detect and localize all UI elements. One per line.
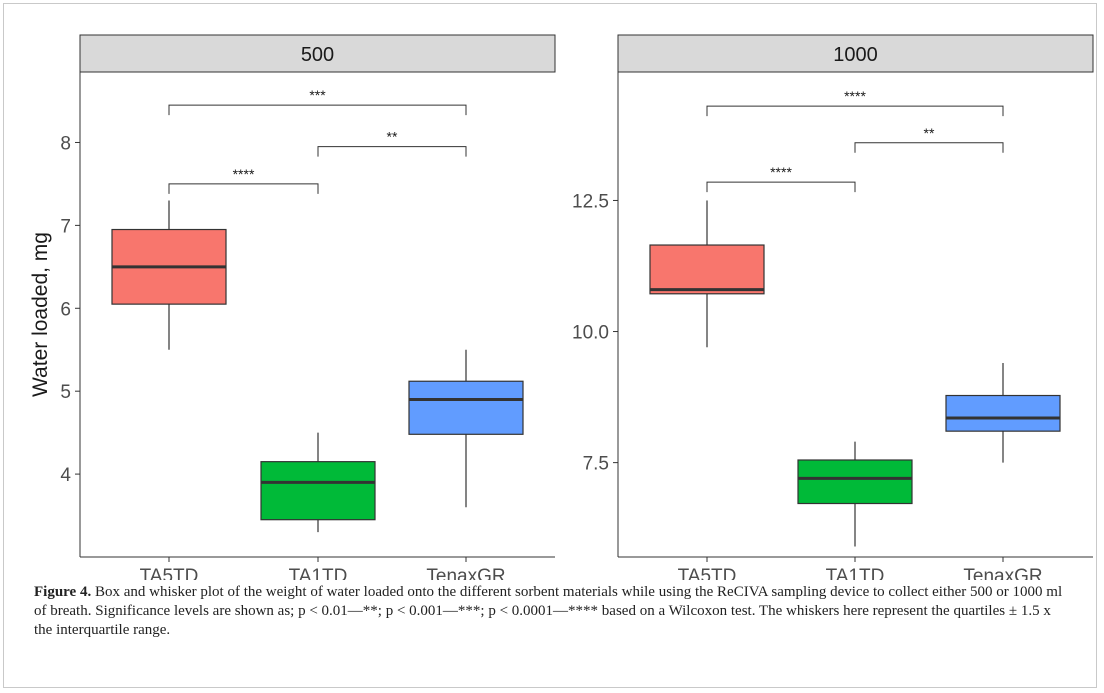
facet-strip-1 bbox=[617, 34, 1094, 73]
y-axis-title: Water loaded, mg bbox=[29, 232, 52, 397]
significance-bracket-1-1 bbox=[854, 142, 1004, 153]
significance-bracket-0-0 bbox=[168, 183, 319, 194]
significance-label-0-2: *** bbox=[309, 87, 326, 103]
y-tick-label-0-3: 7 bbox=[60, 216, 71, 237]
x-tick-label-1-1: TA1TD bbox=[826, 566, 885, 580]
x-tick-label-1-0: TA5TD bbox=[678, 566, 737, 580]
significance-label-0-0: **** bbox=[233, 166, 255, 182]
facet-strip-0 bbox=[79, 34, 556, 73]
x-tick-label-0-0: TA5TD bbox=[140, 566, 199, 580]
y-tick-label-0-2: 6 bbox=[60, 299, 71, 320]
box-plot-figure: 500 4 5 6 7 8 TA5TD TA1TD TenaxGR Water loaded, m… bbox=[29, 34, 1094, 580]
caption-label: Figure 4. bbox=[34, 584, 92, 600]
significance-label-1-2: **** bbox=[844, 88, 866, 104]
significance-label-1-0: **** bbox=[770, 164, 792, 180]
x-tick-label-0-2: TenaxGR bbox=[426, 566, 505, 580]
box-1-1 bbox=[797, 459, 913, 505]
significance-bracket-1-0 bbox=[706, 181, 856, 193]
box-0-1 bbox=[260, 461, 376, 521]
box-1-2 bbox=[945, 394, 1061, 432]
significance-bracket-0-2 bbox=[168, 104, 467, 116]
x-tick-label-1-2: TenaxGR bbox=[963, 566, 1042, 580]
y-tick-label-0-1: 5 bbox=[60, 382, 71, 403]
x-tick-label-0-1: TA1TD bbox=[289, 566, 348, 580]
y-tick-label-1-1: 10.0 bbox=[572, 323, 609, 344]
significance-label-1-1: ** bbox=[924, 125, 935, 141]
significance-bracket-1-2 bbox=[706, 105, 1004, 117]
box-1-0 bbox=[649, 244, 765, 295]
y-tick-label-1-0: 7.5 bbox=[583, 454, 609, 475]
significance-label-0-1: ** bbox=[387, 129, 398, 145]
caption-text: Box and whisker plot of the weight of wa… bbox=[34, 584, 1063, 638]
y-tick-label-0-4: 8 bbox=[60, 133, 71, 154]
facet-label-1: 1000 bbox=[833, 44, 878, 66]
y-tick-label-1-2: 12.5 bbox=[572, 191, 609, 212]
figure-caption: Figure 4. Box and whisker plot of the we… bbox=[34, 583, 1064, 640]
facet-label-0: 500 bbox=[301, 44, 334, 66]
box-0-2 bbox=[408, 380, 524, 435]
y-tick-label-0-0: 4 bbox=[60, 465, 71, 486]
significance-bracket-0-1 bbox=[317, 146, 467, 157]
figure-frame bbox=[3, 3, 1097, 688]
